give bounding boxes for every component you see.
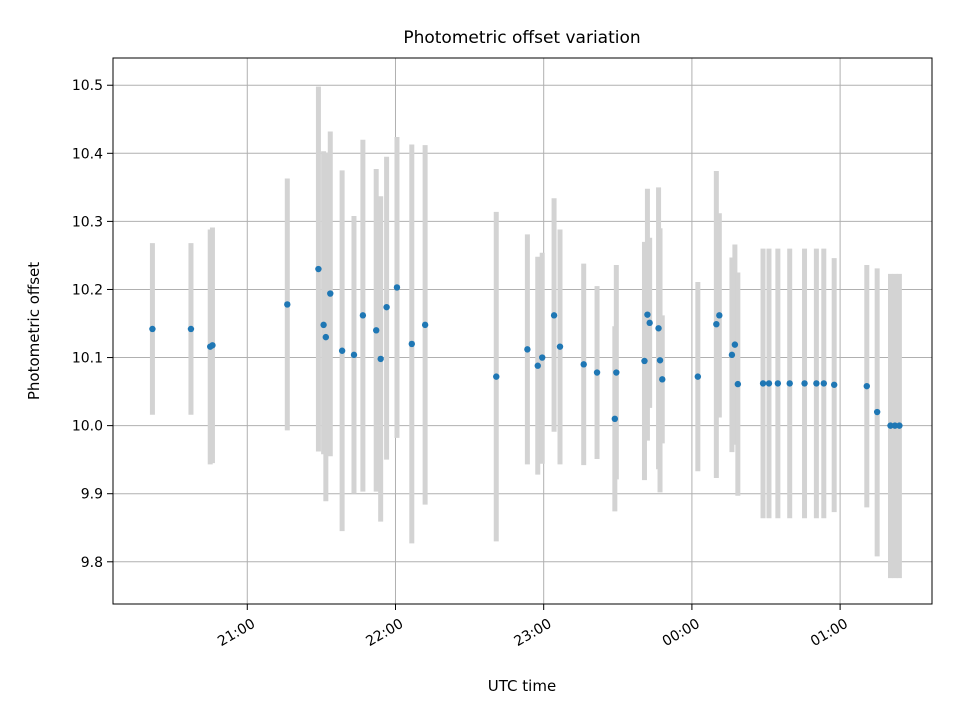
- data-point: [359, 312, 367, 319]
- data-point: [896, 422, 903, 429]
- data-point: [646, 319, 653, 327]
- data-point: [813, 380, 820, 387]
- x-axis-label: UTC time: [488, 677, 556, 695]
- y-tick-label: 10.0: [72, 419, 103, 435]
- data-point: [350, 351, 358, 359]
- data-point: [408, 340, 415, 348]
- data-point: [556, 343, 564, 350]
- data-point: [149, 325, 156, 333]
- data-point: [774, 380, 782, 387]
- data-point: [716, 312, 723, 319]
- data-point: [759, 380, 767, 387]
- data-point: [315, 265, 322, 273]
- data-point: [891, 422, 899, 429]
- data-point: [613, 369, 620, 376]
- data-point: [887, 422, 894, 429]
- data-point: [421, 321, 429, 329]
- data-point: [320, 321, 327, 329]
- data-point: [765, 380, 773, 387]
- data-point: [863, 382, 870, 390]
- data-points: [149, 265, 903, 429]
- y-tick-label: 9.9: [81, 487, 103, 503]
- data-point: [383, 303, 390, 311]
- data-point: [377, 355, 384, 363]
- data-point: [373, 327, 380, 334]
- x-tick-label: 00:00: [660, 616, 703, 650]
- data-point: [694, 373, 702, 380]
- data-point: [322, 333, 330, 341]
- y-tick-label: 10.1: [72, 351, 103, 367]
- chart-title: Photometric offset variation: [403, 28, 640, 48]
- x-tick-label: 23:00: [512, 616, 555, 650]
- grid-lines: [113, 58, 932, 604]
- data-point: [524, 346, 531, 353]
- data-point: [786, 380, 793, 387]
- data-point: [655, 325, 662, 332]
- y-tick-label: 10.2: [72, 282, 103, 298]
- y-tick-label: 9.8: [81, 555, 103, 571]
- data-point: [873, 408, 881, 416]
- data-point: [327, 290, 334, 297]
- data-point: [338, 347, 346, 354]
- x-axis-ticks: 21:00 22:00 23:00 00:00 01:00: [215, 604, 851, 650]
- data-point: [830, 381, 838, 388]
- x-tick-label: 01:00: [808, 616, 851, 650]
- data-point: [611, 415, 619, 423]
- data-point: [539, 354, 546, 361]
- y-axis-ticks: 9.8 9.9 10.0 10.1 10.2 10.3 10.4 10.5: [72, 78, 113, 571]
- data-point: [656, 357, 664, 364]
- data-point: [659, 376, 666, 383]
- data-point: [644, 311, 651, 318]
- data-point: [731, 341, 739, 348]
- y-tick-label: 10.4: [72, 146, 103, 162]
- data-point: [593, 369, 601, 376]
- data-point: [734, 380, 742, 388]
- data-point: [393, 284, 401, 291]
- data-point: [713, 320, 720, 328]
- data-point: [493, 373, 500, 380]
- data-point: [580, 361, 587, 368]
- data-point: [820, 380, 828, 387]
- y-tick-label: 10.3: [72, 214, 103, 230]
- data-point: [801, 380, 808, 387]
- data-point: [728, 351, 736, 359]
- error-bars: [149, 86, 902, 579]
- y-axis-label: Photometric offset: [25, 262, 43, 400]
- x-tick-label: 22:00: [363, 616, 406, 650]
- data-point: [641, 357, 648, 365]
- data-point: [209, 342, 216, 349]
- plot-frame: [112, 57, 933, 605]
- x-tick-label: 21:00: [215, 616, 258, 650]
- data-point: [550, 312, 558, 319]
- data-point: [284, 301, 291, 308]
- data-point: [187, 325, 195, 333]
- data-point: [534, 362, 541, 369]
- y-tick-label: 10.5: [72, 78, 103, 94]
